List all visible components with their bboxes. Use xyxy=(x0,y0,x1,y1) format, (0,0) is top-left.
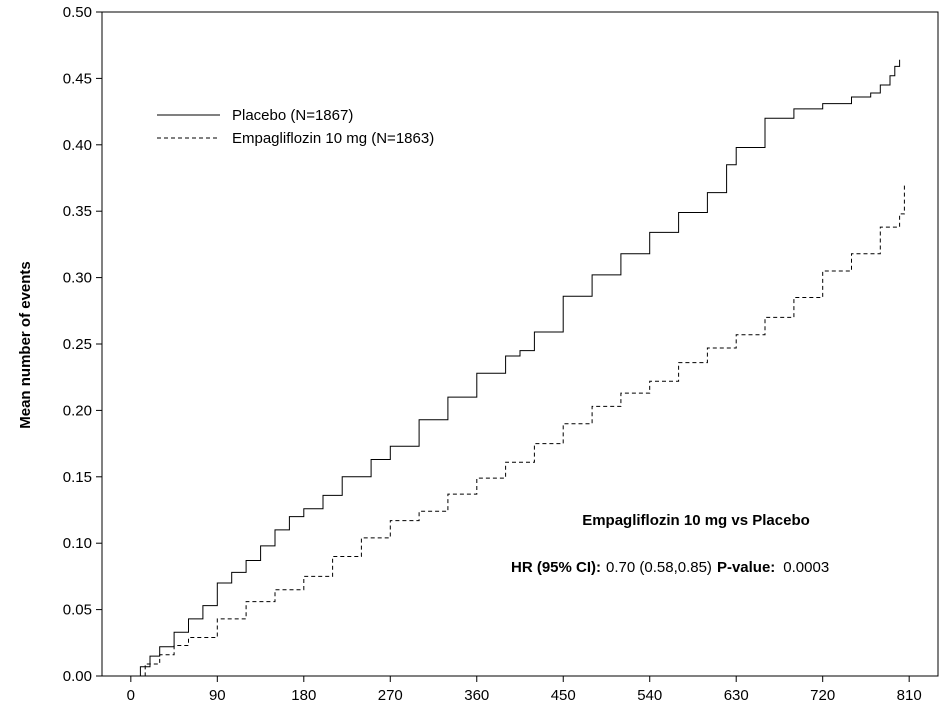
p-value: 0.0003 xyxy=(783,559,829,576)
y-tick-label: 0.05 xyxy=(63,602,92,619)
series-line-empagliflozin xyxy=(130,184,905,677)
x-tick-label: 450 xyxy=(551,687,576,704)
y-tick-label: 0.40 xyxy=(63,137,92,154)
comparison-title: Empagliflozin 10 mg vs Placebo xyxy=(582,512,810,529)
x-axis: 0 90 180 270 360 450 540 630 720 810 xyxy=(127,676,922,704)
y-tick-label: 0.20 xyxy=(63,402,92,419)
x-tick-label: 540 xyxy=(637,687,662,704)
y-tick-label: 0.25 xyxy=(63,336,92,353)
y-tick-label: 0.35 xyxy=(63,203,92,220)
legend-label-placebo: Placebo (N=1867) xyxy=(232,107,353,124)
series-layer xyxy=(130,59,905,677)
hr-label: HR (95% CI): xyxy=(511,559,601,576)
y-axis-label: Mean number of events xyxy=(17,261,34,429)
x-tick-label: 810 xyxy=(897,687,922,704)
y-tick-label: 0.30 xyxy=(63,270,92,287)
series-line-placebo xyxy=(130,59,901,677)
x-tick-label: 720 xyxy=(810,687,835,704)
y-axis: 0.00 0.05 0.10 0.15 0.20 0.25 0.30 0.35 0.40 0.45… xyxy=(63,4,102,685)
legend: Placebo (N=1867) Empagliflozin 10 mg (N=… xyxy=(157,107,434,147)
y-tick-label: 0.15 xyxy=(63,469,92,486)
x-tick-label: 180 xyxy=(291,687,316,704)
x-tick-label: 630 xyxy=(724,687,749,704)
p-label: P-value: xyxy=(717,559,775,576)
plot-frame xyxy=(101,11,939,677)
y-tick-label: 0.10 xyxy=(63,535,92,552)
x-tick-label: 0 xyxy=(127,687,135,704)
x-tick-label: 270 xyxy=(378,687,403,704)
y-tick-label: 0.45 xyxy=(63,70,92,87)
hazard-ratio-text: HR (95% CI): 0.70 (0.58,0.85) P-value: 0.00… xyxy=(511,559,829,576)
legend-label-empagliflozin: Empagliflozin 10 mg (N=1863) xyxy=(232,130,434,147)
y-tick-label: 0.00 xyxy=(63,668,92,685)
x-tick-label: 90 xyxy=(209,687,226,704)
hr-value: 0.70 (0.58,0.85) xyxy=(606,559,712,576)
x-tick-label: 360 xyxy=(464,687,489,704)
y-tick-label: 0.50 xyxy=(63,4,92,21)
